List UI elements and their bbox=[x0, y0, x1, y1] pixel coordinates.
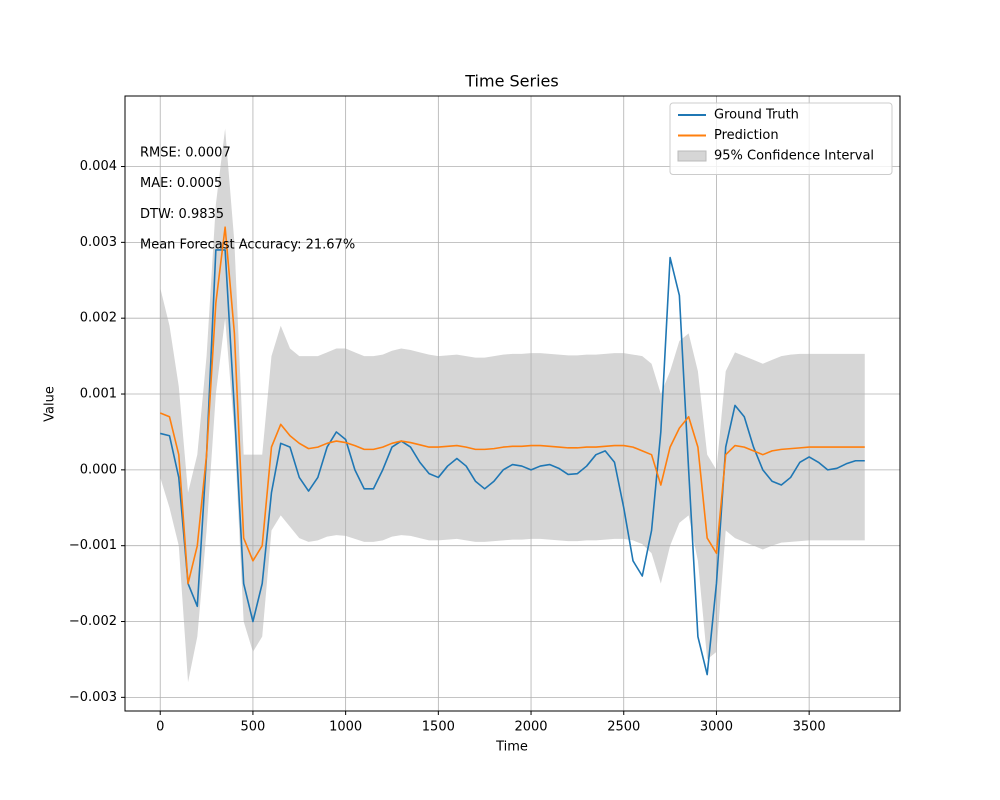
annotation: DTW: 0.9835 bbox=[140, 207, 224, 222]
annotation: Mean Forecast Accuracy: 21.67% bbox=[140, 238, 355, 253]
x-tick-label: 1500 bbox=[422, 720, 455, 735]
y-axis-label: Value bbox=[43, 386, 58, 422]
series-line bbox=[159, 226, 865, 585]
x-tick-label: 500 bbox=[241, 720, 266, 735]
plot-frame bbox=[124, 95, 901, 712]
x-tick-label: 2000 bbox=[514, 720, 547, 735]
legend-label: 95% Confidence Interval bbox=[714, 149, 874, 164]
chart-title: Time Series bbox=[464, 72, 558, 91]
x-tick-label: 1000 bbox=[329, 720, 362, 735]
x-axis-label: Time bbox=[495, 740, 528, 755]
y-tick-label: 0.000 bbox=[80, 462, 117, 477]
series-line bbox=[160, 249, 865, 676]
confidence-band bbox=[160, 128, 865, 683]
y-tick-label: 0.002 bbox=[80, 311, 117, 326]
legend-label: Prediction bbox=[714, 128, 779, 143]
annotation: RMSE: 0.0007 bbox=[140, 146, 231, 161]
y-tick-label: −0.001 bbox=[69, 538, 117, 553]
x-tick-label: 2500 bbox=[607, 720, 640, 735]
y-tick-label: 0.001 bbox=[80, 387, 117, 402]
x-tick-label: 3500 bbox=[793, 720, 826, 735]
legend-label: Ground Truth bbox=[714, 108, 799, 123]
y-tick-label: 0.004 bbox=[80, 159, 117, 174]
legend-swatch bbox=[677, 150, 707, 162]
y-tick-label: −0.003 bbox=[69, 690, 117, 705]
y-tick-label: 0.003 bbox=[80, 235, 117, 250]
legend-box bbox=[669, 102, 893, 175]
x-tick-label: 3000 bbox=[700, 720, 733, 735]
y-tick-label: −0.002 bbox=[69, 614, 117, 629]
annotation: MAE: 0.0005 bbox=[140, 176, 222, 191]
x-tick-label: 0 bbox=[156, 720, 164, 735]
